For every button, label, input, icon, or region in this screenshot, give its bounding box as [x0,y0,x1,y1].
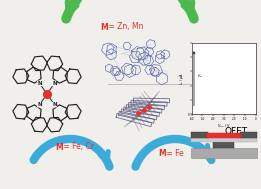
Text: N: N [52,81,57,86]
Text: M: M [55,143,63,152]
Text: = Fe: = Fe [164,149,184,159]
Text: = Fe, Cr: = Fe, Cr [61,143,94,152]
FancyBboxPatch shape [191,138,257,142]
Y-axis label: $I_D$ / μA: $I_D$ / μA [178,72,186,85]
FancyBboxPatch shape [191,132,208,138]
FancyBboxPatch shape [191,148,257,158]
Text: $V_D$: $V_D$ [197,72,203,80]
X-axis label: $V_{GS}$ / V: $V_{GS}$ / V [217,122,231,130]
Text: M: M [158,149,166,159]
Text: N: N [37,102,42,107]
Text: N: N [37,81,42,86]
FancyBboxPatch shape [206,133,241,138]
FancyBboxPatch shape [240,132,257,138]
Text: N: N [52,102,57,107]
FancyBboxPatch shape [213,142,234,148]
Text: OFET: OFET [224,128,248,136]
Text: = Zn, Mn: = Zn, Mn [106,22,144,32]
Text: M: M [100,22,108,32]
Text: M: M [44,91,50,97]
